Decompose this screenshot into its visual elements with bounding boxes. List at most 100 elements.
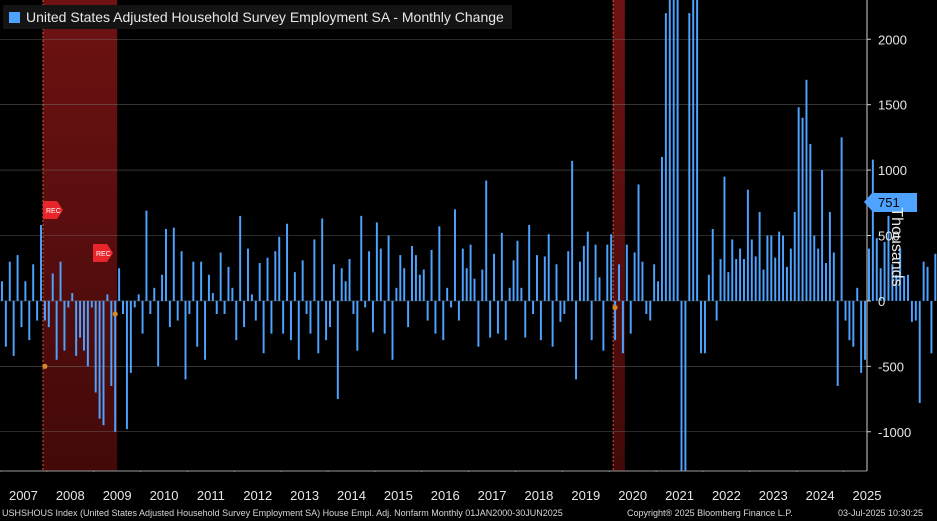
bar [481, 269, 484, 301]
bar [926, 266, 929, 301]
bar [910, 300, 913, 322]
bar [0, 281, 3, 301]
bar [336, 300, 339, 400]
bar [547, 234, 550, 301]
bar [700, 300, 702, 354]
bar [571, 160, 574, 301]
bar [24, 281, 27, 301]
bar [165, 228, 167, 301]
recession-marker-dot [112, 311, 118, 317]
bar [438, 226, 441, 301]
bar [660, 157, 663, 301]
bar [758, 211, 761, 301]
bar [403, 268, 406, 301]
bar [825, 262, 827, 301]
bar [325, 300, 328, 341]
bar [176, 300, 179, 321]
y-tick-label: 2000 [878, 32, 907, 47]
bar [426, 300, 429, 321]
bar [43, 300, 46, 321]
bar [797, 107, 800, 301]
bar [414, 255, 417, 301]
bar [536, 255, 538, 301]
bar [79, 300, 82, 338]
bar [793, 211, 796, 301]
y-axis-label: Thousands [888, 207, 905, 287]
bar [594, 244, 597, 301]
bar [883, 242, 886, 301]
y-tick-label: 1000 [878, 163, 907, 178]
bar [731, 239, 734, 301]
bar [473, 278, 476, 301]
bar [207, 274, 210, 301]
bar [129, 300, 132, 373]
bar [215, 300, 218, 314]
bar [727, 272, 730, 301]
bar [696, 0, 699, 301]
bar [446, 287, 449, 301]
bar [32, 264, 35, 301]
bar [578, 261, 581, 301]
bar [383, 300, 386, 334]
bar [692, 0, 695, 301]
bar [289, 300, 292, 341]
bar [707, 274, 710, 301]
bar [204, 300, 207, 360]
bar [641, 261, 644, 301]
bar [621, 300, 624, 354]
bar [657, 281, 660, 301]
bar [161, 274, 164, 301]
bar [90, 300, 93, 308]
bar [789, 248, 792, 301]
bar [934, 253, 937, 301]
bar [836, 300, 839, 386]
bar [879, 268, 882, 301]
bar [250, 294, 253, 301]
bar [293, 272, 296, 301]
bar [200, 261, 203, 301]
bar [192, 261, 195, 301]
bar [313, 239, 316, 301]
axes [0, 0, 868, 505]
bar [75, 300, 78, 356]
bar [860, 300, 863, 373]
bar [629, 300, 632, 334]
bar [715, 300, 718, 321]
bar [754, 256, 757, 301]
bar [664, 13, 667, 301]
bar [340, 268, 343, 301]
bar [828, 211, 831, 301]
x-tick-label: 2022 [712, 488, 741, 503]
x-tick-label: 2009 [103, 488, 132, 503]
x-axis-band [0, 472, 867, 505]
bar [551, 300, 554, 347]
chart-svg: REC REC -1000 -500 0 500 1000 1500 2000 2007 2008… [0, 0, 937, 505]
x-tick-label: 2007 [9, 488, 38, 503]
bar [184, 300, 187, 380]
rec-flag: REC [93, 244, 113, 262]
bar [465, 268, 468, 301]
rec-flag-label: REC [96, 251, 111, 258]
bar [297, 300, 300, 360]
bar [809, 143, 812, 301]
bar [137, 294, 140, 301]
bar [688, 13, 691, 301]
recession-marker-dot [612, 304, 618, 311]
bar [887, 215, 890, 301]
bar [434, 300, 437, 334]
bar [512, 260, 515, 301]
x-tick-label: 2025 [853, 488, 882, 503]
bar [188, 300, 191, 314]
rec-flag-shape [43, 201, 63, 219]
x-tick-label: 2024 [806, 488, 835, 503]
bar [122, 300, 124, 314]
bar [922, 261, 925, 301]
legend: United States Adjusted Household Survey … [3, 5, 512, 29]
x-tick-label: 2015 [384, 488, 413, 503]
y-tick-label: 0 [878, 294, 885, 309]
bar [235, 300, 238, 341]
bar [852, 300, 855, 347]
x-tick-label: 2013 [290, 488, 319, 503]
bar [430, 249, 433, 301]
bar [223, 300, 226, 314]
